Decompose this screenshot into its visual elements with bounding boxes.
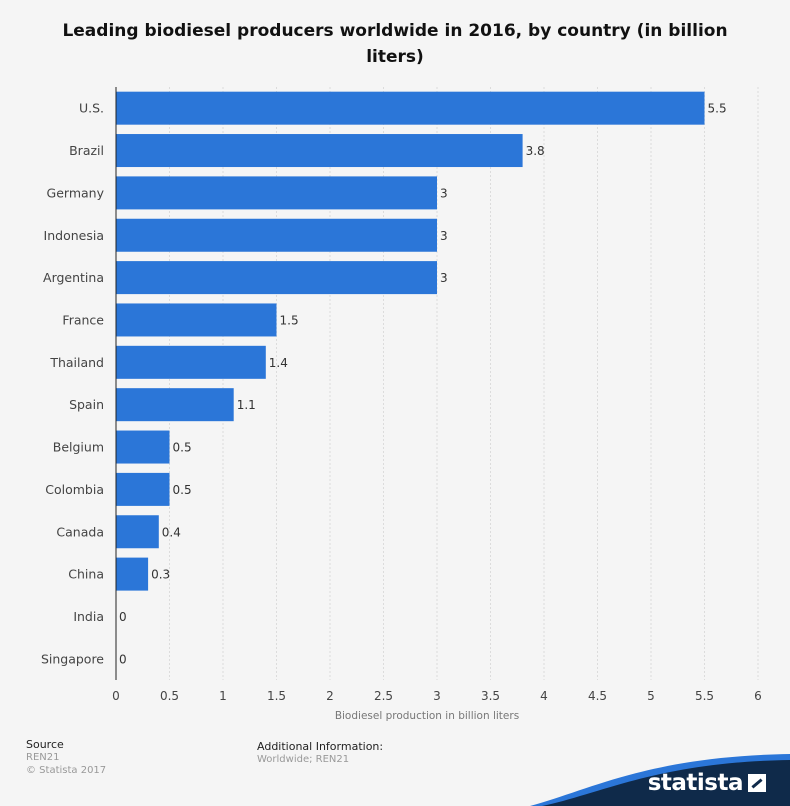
category-label: China bbox=[68, 567, 104, 582]
x-tick-label: 0.5 bbox=[160, 689, 179, 703]
bar[interactable] bbox=[116, 176, 437, 210]
labels: 0 0.5 1 1.5 2 2.5 3 3.5 4 4.5 5 5.5 6 U.S. 5.5 Brazil 3.… bbox=[41, 101, 762, 703]
bar[interactable] bbox=[116, 134, 523, 168]
data-label: 5.5 bbox=[708, 102, 727, 116]
bar[interactable] bbox=[116, 472, 170, 506]
additional-info-text: Worldwide; REN21 bbox=[257, 754, 350, 765]
x-tick-label: 3 bbox=[433, 689, 441, 703]
brand-name: statista bbox=[647, 770, 744, 796]
x-tick-label: 4.5 bbox=[588, 689, 607, 703]
x-axis-title: Biodiesel production in billion liters bbox=[335, 710, 519, 722]
data-label: 3 bbox=[440, 271, 448, 285]
x-tick-label: 2.5 bbox=[374, 689, 393, 703]
data-label: 3.8 bbox=[526, 144, 545, 158]
source-name: REN21 bbox=[26, 752, 60, 763]
category-label: Singapore bbox=[41, 651, 104, 666]
data-label: 0 bbox=[119, 652, 127, 666]
category-label: Belgium bbox=[53, 440, 104, 455]
copyright-text: © Statista 2017 bbox=[26, 765, 107, 776]
category-label: U.S. bbox=[79, 101, 104, 116]
brand-swoosh bbox=[530, 754, 790, 806]
data-label: 1.1 bbox=[237, 398, 256, 412]
bar[interactable] bbox=[116, 261, 437, 295]
chart-title: Leading biodiesel producers worldwide in… bbox=[40, 18, 750, 70]
bar[interactable] bbox=[116, 91, 705, 125]
x-tick-label: 3.5 bbox=[481, 689, 500, 703]
data-label: 0.5 bbox=[173, 441, 192, 455]
statista-logo[interactable]: statista bbox=[648, 770, 766, 796]
brand-mark-icon bbox=[748, 774, 766, 792]
x-tick-label: 0 bbox=[112, 689, 120, 703]
bar[interactable] bbox=[116, 388, 234, 422]
bars bbox=[116, 91, 705, 591]
x-tick-label: 5.5 bbox=[695, 689, 714, 703]
x-tick-label: 2 bbox=[326, 689, 334, 703]
chart-title-line-2: liters) bbox=[366, 47, 424, 67]
source-heading: Source bbox=[26, 738, 64, 751]
category-label: Brazil bbox=[69, 143, 104, 158]
data-label: 0 bbox=[119, 610, 127, 624]
bar[interactable] bbox=[116, 515, 159, 549]
chart-title-line-1: Leading biodiesel producers worldwide in… bbox=[62, 21, 728, 41]
x-tick-label: 6 bbox=[754, 689, 762, 703]
bar[interactable] bbox=[116, 430, 170, 464]
grid-lines bbox=[169, 87, 759, 680]
x-tick-label: 1 bbox=[219, 689, 227, 703]
category-label: Germany bbox=[47, 185, 105, 200]
category-label: Indonesia bbox=[44, 228, 104, 243]
data-label: 0.3 bbox=[151, 568, 170, 582]
category-label: France bbox=[62, 312, 104, 327]
x-tick-label: 1.5 bbox=[267, 689, 286, 703]
additional-info-block: Additional Information: Worldwide; REN21 bbox=[257, 740, 383, 766]
category-label: Canada bbox=[56, 524, 104, 539]
data-label: 0.5 bbox=[173, 483, 192, 497]
bar[interactable] bbox=[116, 218, 437, 252]
category-label: India bbox=[73, 609, 104, 624]
category-label: Spain bbox=[69, 397, 104, 412]
data-label: 3 bbox=[440, 186, 448, 200]
bar[interactable] bbox=[116, 345, 266, 379]
x-tick-label: 5 bbox=[647, 689, 655, 703]
data-label: 0.4 bbox=[162, 525, 181, 539]
bar[interactable] bbox=[116, 303, 277, 337]
additional-info-heading: Additional Information: bbox=[257, 740, 384, 753]
bar[interactable] bbox=[116, 557, 149, 591]
category-label: Colombia bbox=[45, 482, 104, 497]
category-label: Thailand bbox=[49, 355, 104, 370]
data-label: 3 bbox=[440, 229, 448, 243]
category-label: Argentina bbox=[43, 270, 104, 285]
source-block: Source REN21 © Statista 2017 bbox=[26, 738, 106, 777]
x-tick-label: 4 bbox=[540, 689, 548, 703]
data-label: 1.5 bbox=[280, 313, 299, 327]
data-label: 1.4 bbox=[269, 356, 288, 370]
